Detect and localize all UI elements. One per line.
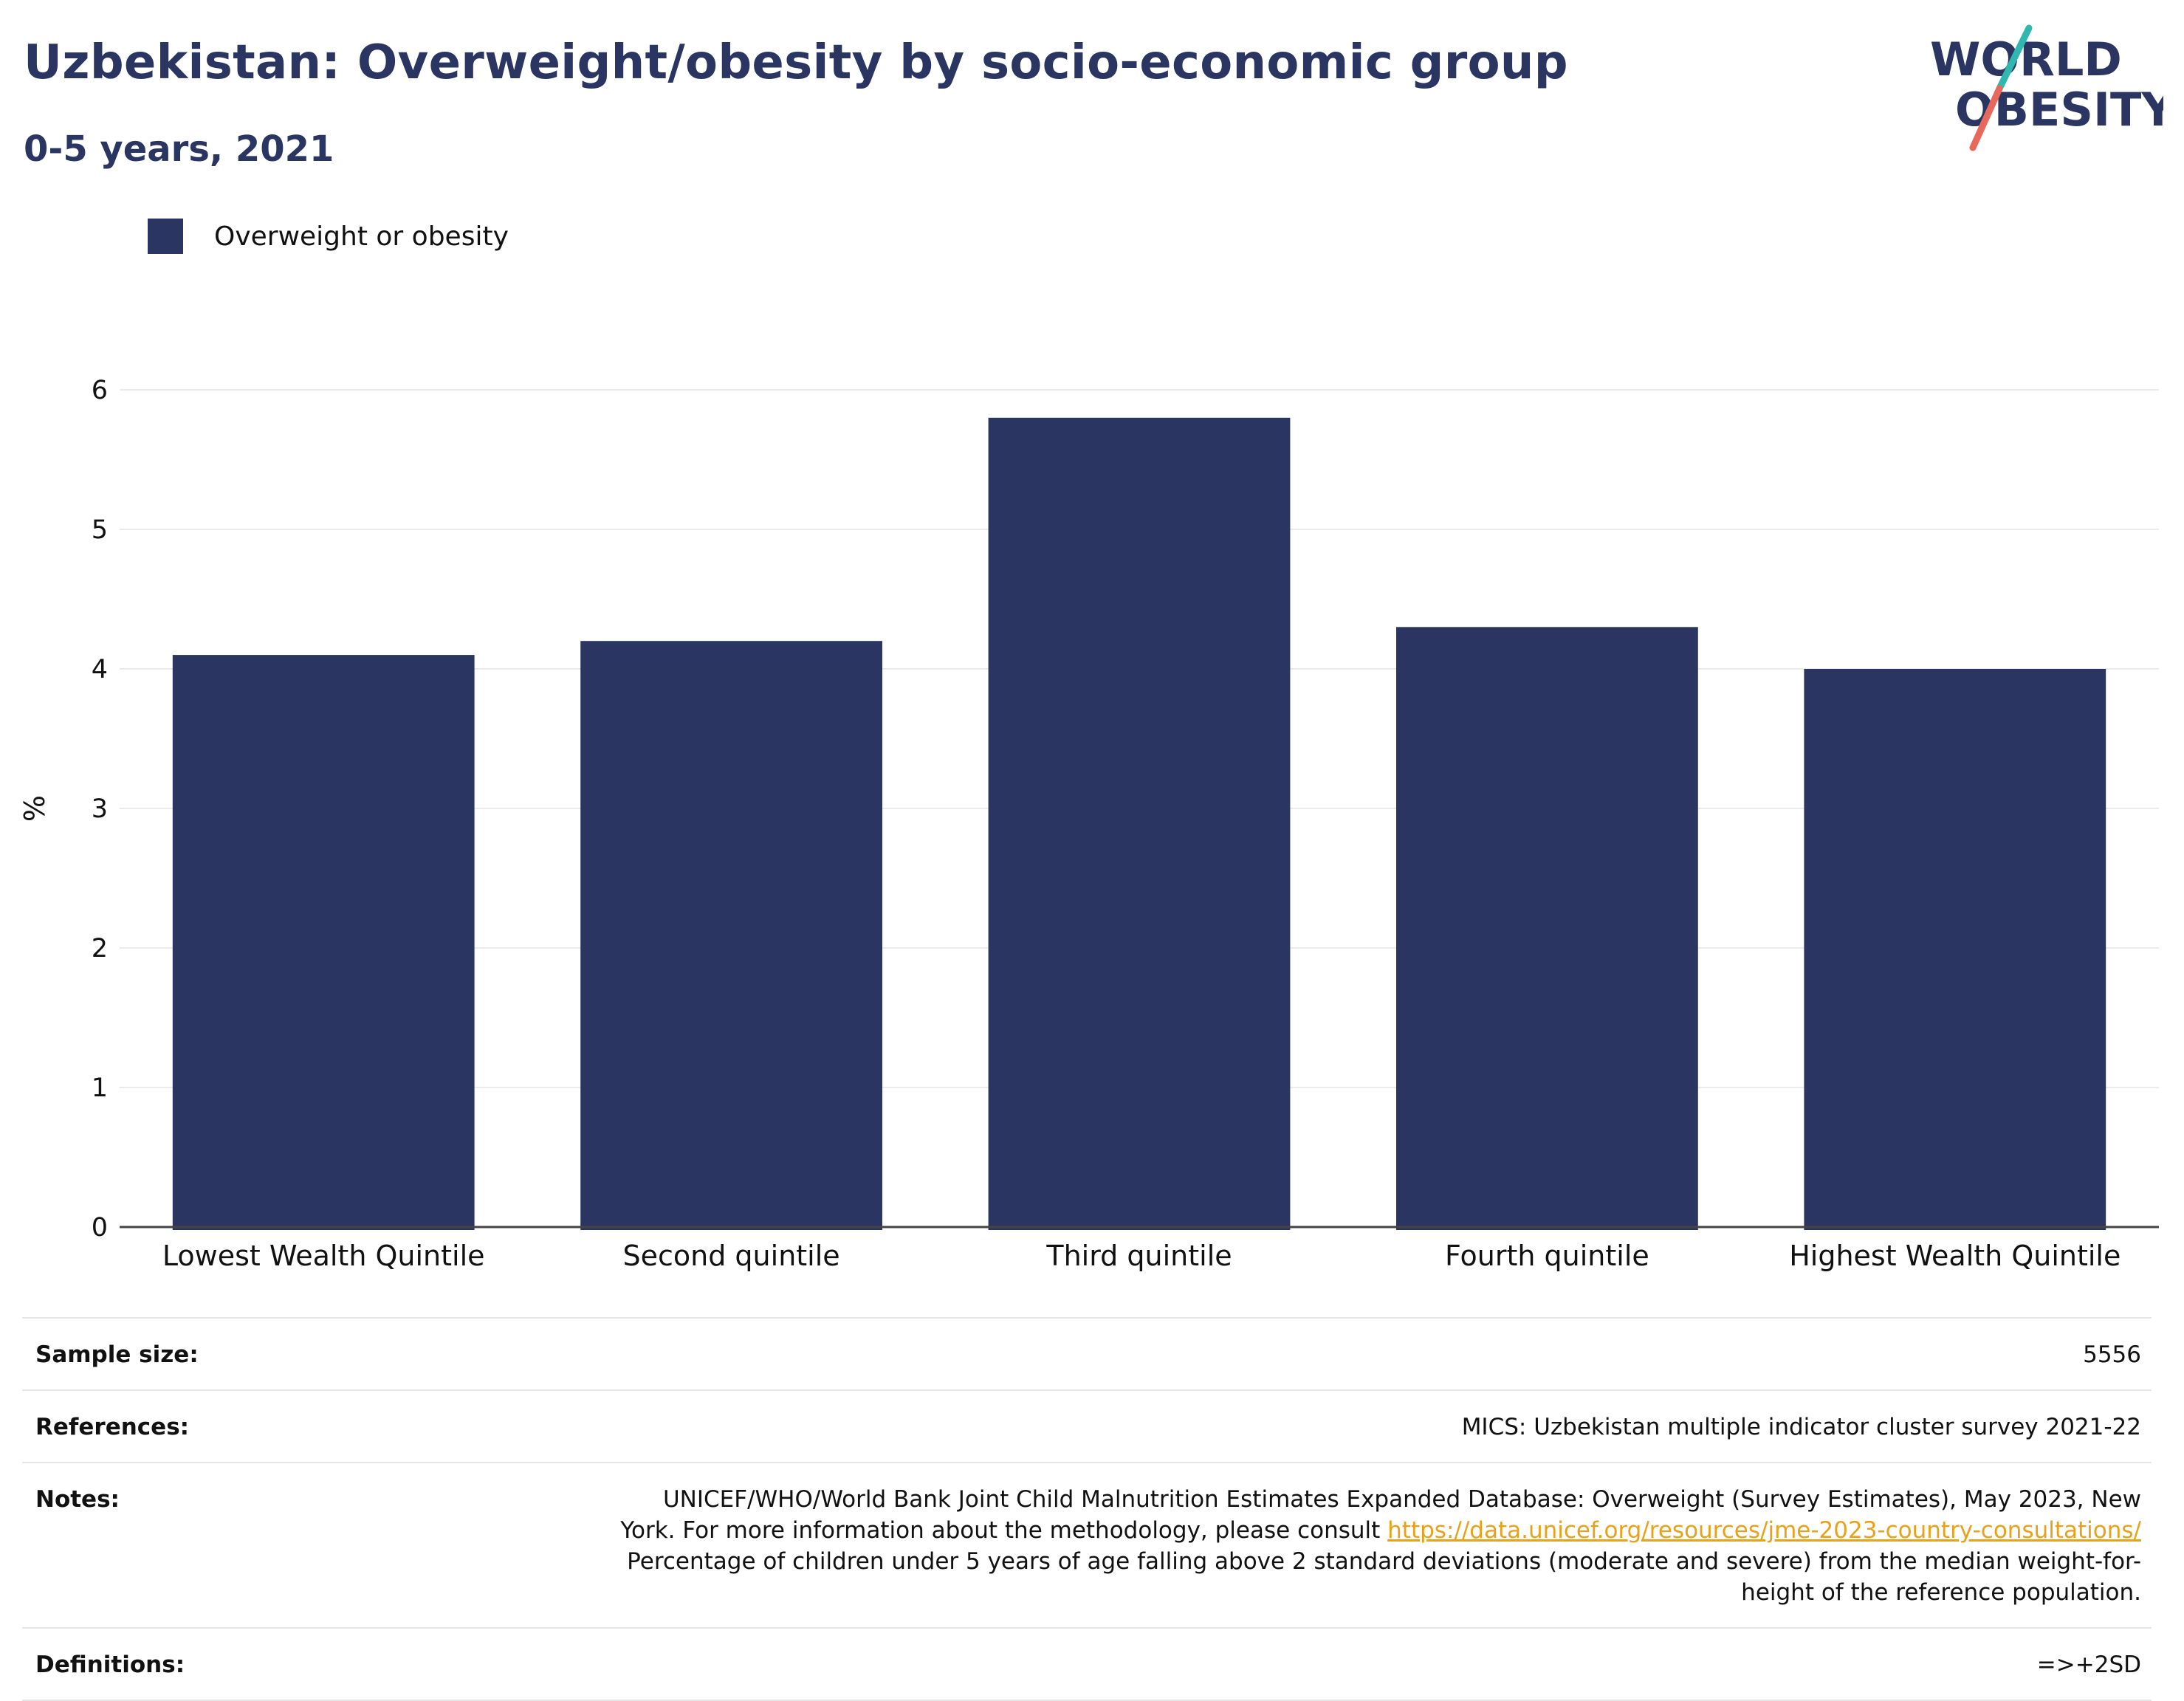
definitions-label: Definitions: [35,1652,185,1678]
logo-slash-top [1996,24,2033,92]
x-tick-label: Highest Wealth Quintile [1789,1240,2121,1272]
chart-subtitle: 0-5 years, 2021 [24,128,334,170]
legend-label: Overweight or obesity [214,221,509,252]
world-obesity-logo: WORLD OBESITY [1930,24,2163,151]
notes-row: Notes: UNICEF/WHO/World Bank Joint Child… [22,1462,2152,1627]
references-row: References: MICS: Uzbekistan multiple in… [22,1389,2152,1462]
notes-text-after: Percentage of children under 5 years of … [627,1548,2141,1606]
y-tick-label: 1 [92,1073,108,1103]
bar [1804,669,2106,1230]
bar [172,655,475,1230]
definitions-value: =>+2SD [2036,1652,2141,1678]
y-tick-label: 0 [92,1213,108,1243]
info-table: Sample size: 5556 References: MICS: Uzbe… [22,1317,2152,1701]
x-tick-label: Second quintile [623,1240,840,1272]
references-label: References: [35,1414,190,1440]
x-tick-label: Fourth quintile [1445,1240,1649,1272]
y-axis-title: % [18,795,51,822]
y-axis-ticks: 0 1 2 3 4 5 6 [92,376,108,1243]
legend-swatch [148,219,183,254]
references-value: MICS: Uzbekistan multiple indicator clus… [1461,1414,2141,1440]
definitions-row: Definitions: =>+2SD [22,1627,2152,1701]
notes-label: Notes: [35,1486,120,1513]
y-tick-label: 3 [92,794,108,824]
x-tick-label: Third quintile [1045,1240,1232,1272]
y-tick-label: 6 [92,376,108,405]
sample-size-label: Sample size: [35,1341,199,1368]
chart-title: Uzbekistan: Overweight/obesity by socio-… [24,35,1568,90]
y-tick-label: 4 [92,655,108,684]
logo-slash-bottom [1969,85,2003,151]
x-axis-ticks: Lowest Wealth Quintile Second quintile Thi… [162,1240,2121,1272]
notes-text-before: UNICEF/WHO/World Bank Joint Child Malnut… [620,1486,2141,1544]
bars [172,417,2106,1230]
notes-link[interactable]: https://data.unicef.org/resources/jme-20… [1387,1517,2141,1544]
bar [1396,627,1698,1230]
bar [580,641,882,1230]
x-tick-label: Lowest Wealth Quintile [162,1240,485,1272]
notes-value: UNICEF/WHO/World Bank Joint Child Malnut… [605,1484,2141,1608]
y-tick-label: 5 [92,515,108,545]
bar [988,417,1291,1230]
bar-chart: 0 1 2 3 4 5 6 Lowest Wealth Quintile Second qui… [18,376,2159,1272]
chart-legend: Overweight or obesity [148,219,509,254]
sample-size-row: Sample size: 5556 [22,1317,2152,1389]
sample-size-value: 5556 [2083,1341,2141,1368]
y-tick-label: 2 [92,934,108,963]
